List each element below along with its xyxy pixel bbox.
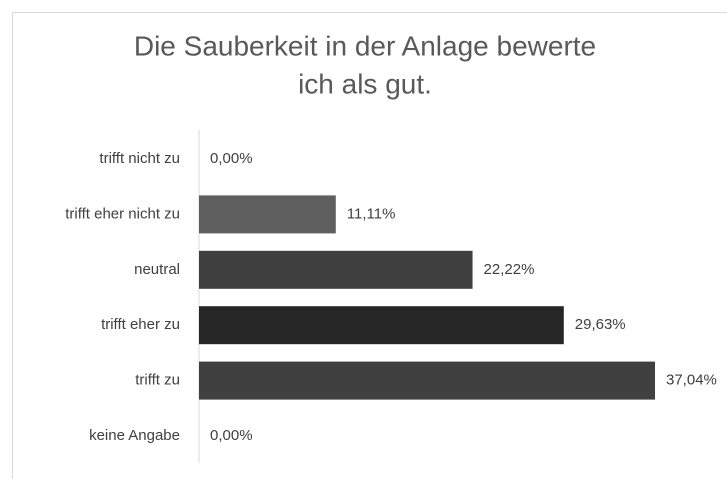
- data-label: 11,11%: [347, 205, 396, 222]
- bar: [199, 306, 564, 345]
- chart-frame: [12, 12, 727, 479]
- category-label: trifft eher nicht zu: [65, 205, 180, 222]
- category-label: trifft eher zu: [101, 316, 180, 333]
- category-label: trifft zu: [135, 372, 180, 389]
- bar: [199, 195, 336, 234]
- chart-title: Die Sauberkeit in der Anlage bewerte: [134, 30, 596, 61]
- bar: [199, 361, 655, 400]
- data-label: 29,63%: [575, 316, 626, 333]
- data-label: 0,00%: [210, 427, 253, 444]
- bar: [199, 250, 473, 289]
- category-label: trifft nicht zu: [99, 150, 180, 167]
- data-label: 37,04%: [666, 372, 717, 389]
- category-label: neutral: [134, 261, 180, 278]
- category-label: keine Angabe: [89, 427, 180, 444]
- data-label: 22,22%: [484, 261, 535, 278]
- data-label: 0,00%: [210, 150, 253, 167]
- chart-title: ich als gut.: [298, 68, 432, 99]
